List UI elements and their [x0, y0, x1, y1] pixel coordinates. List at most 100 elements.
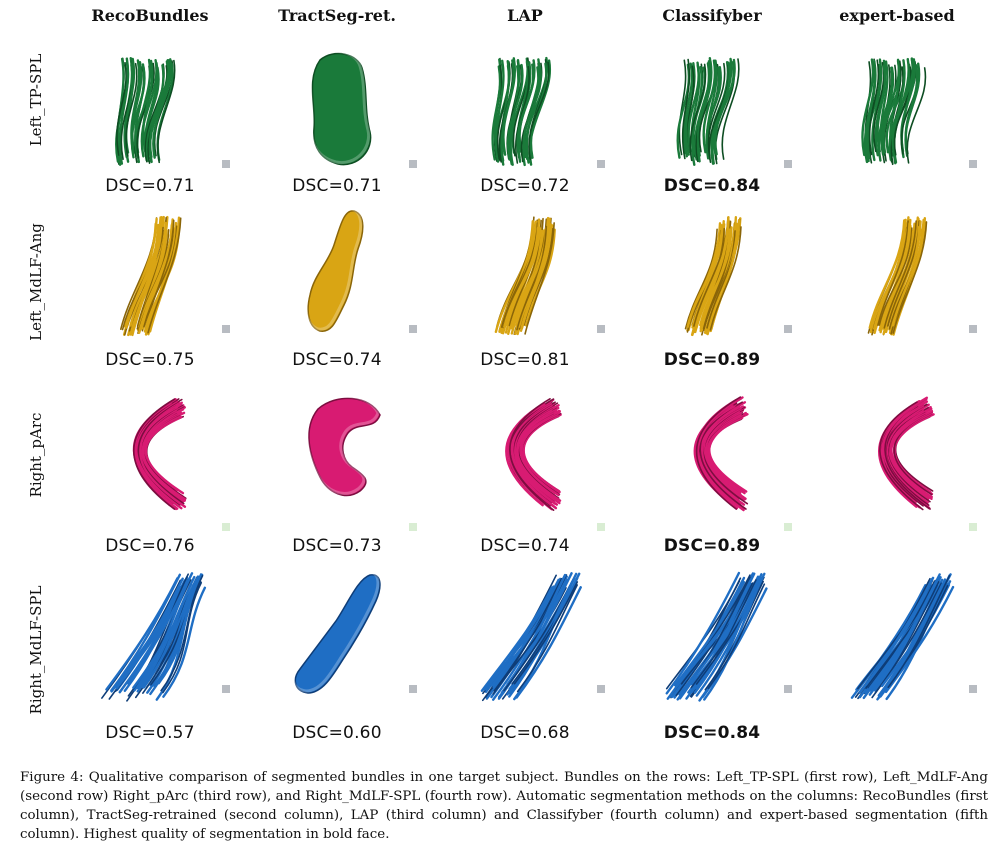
fiber-streamline — [689, 63, 707, 162]
dsc-score-r1-c4: DSC=0.84 — [663, 176, 761, 196]
fiber-streamline — [160, 574, 204, 692]
fiber-streamline — [703, 572, 766, 701]
fiber-streamline — [142, 59, 154, 153]
fiber-streamline — [714, 60, 735, 156]
fiber-streamline — [705, 65, 722, 157]
orientation-cube-icon — [969, 523, 977, 531]
fiber-streamline — [684, 228, 718, 330]
bundle-render-r1-c4 — [637, 40, 787, 190]
bundle-render-r4-c4 — [637, 565, 787, 715]
orientation-cube-icon — [969, 685, 977, 693]
row-label-3: Right_pArc — [27, 412, 45, 498]
fiber-streamline — [892, 221, 928, 334]
fiber-streamline — [674, 580, 746, 687]
fiber-streamline — [868, 219, 906, 329]
fiber-streamline — [884, 585, 955, 694]
column-header-1: RecoBundles — [91, 6, 209, 25]
fiber-streamline — [152, 58, 173, 159]
dsc-score-r1-c3: DSC=0.72 — [480, 176, 570, 196]
orientation-cube-icon — [784, 160, 792, 168]
orientation-cube-icon — [597, 685, 605, 693]
dsc-score-r4-c3: DSC=0.68 — [480, 723, 570, 743]
fiber-streamline — [162, 586, 207, 698]
orientation-cube-icon — [409, 685, 417, 693]
fiber-streamline — [683, 62, 696, 158]
bundle-render-r1-c3 — [450, 40, 600, 190]
fiber-streamline — [139, 218, 174, 329]
bundle-render-r3-c1 — [75, 385, 225, 535]
surface-mesh — [311, 52, 372, 166]
fiber-streamline — [879, 401, 924, 511]
dsc-score-r2-c4: DSC=0.89 — [663, 350, 761, 370]
dsc-score-r4-c2: DSC=0.60 — [292, 723, 382, 743]
fiber-streamline — [118, 57, 130, 165]
fiber-streamline — [878, 227, 913, 326]
bundle-render-r2-c5 — [822, 205, 972, 355]
fiber-streamline — [515, 586, 582, 699]
dsc-score-r1-c1: DSC=0.71 — [105, 176, 195, 196]
bundle-render-r3-c5 — [822, 385, 972, 535]
bundle-render-r4-c1 — [75, 565, 225, 715]
fiber-streamline — [157, 573, 203, 685]
fiber-streamline — [665, 571, 741, 695]
fiber-streamline — [522, 65, 543, 159]
fiber-streamline — [485, 578, 560, 691]
orientation-cube-icon — [222, 523, 230, 531]
fiber-streamline — [707, 583, 766, 690]
orientation-cube-icon — [784, 685, 792, 693]
fiber-streamline — [130, 65, 146, 159]
column-header-5: expert-based — [839, 6, 955, 25]
orientation-cube-icon — [222, 160, 230, 168]
fiber-streamline — [513, 581, 579, 685]
fiber-streamline — [887, 574, 951, 689]
fiber-streamline — [133, 398, 176, 510]
fiber-streamline — [116, 61, 127, 156]
column-header-3: LAP — [507, 6, 543, 25]
fiber-streamline — [125, 62, 138, 157]
orientation-cube-icon — [784, 325, 792, 333]
fiber-streamline — [142, 404, 185, 503]
figure-caption: Figure 4: Qualitative comparison of segm… — [20, 770, 988, 842]
fiber-streamline — [906, 67, 927, 164]
fiber-streamline — [678, 59, 687, 156]
fiber-streamline — [147, 217, 182, 334]
fiber-streamline — [145, 219, 175, 327]
dsc-score-r3-c2: DSC=0.73 — [292, 536, 382, 556]
fiber-streamline — [500, 587, 567, 685]
orientation-cube-icon — [969, 160, 977, 168]
bundle-render-r2-c3 — [450, 205, 600, 355]
fiber-streamline — [904, 62, 921, 157]
row-label-2: Left_MdLF-Ang — [27, 223, 45, 341]
bundle-render-r3-c4 — [637, 385, 787, 535]
dsc-score-r3-c3: DSC=0.74 — [480, 536, 570, 556]
dsc-score-r4-c4: DSC=0.84 — [663, 723, 761, 743]
fiber-streamline — [871, 58, 883, 162]
column-header-2: TractSeg-ret. — [278, 6, 396, 25]
fiber-streamline — [877, 220, 909, 326]
bundle-render-r2-c2 — [262, 205, 412, 355]
fiber-streamline — [143, 225, 178, 328]
fiber-streamline — [891, 216, 927, 327]
orientation-cube-icon — [597, 325, 605, 333]
fiber-streamline — [491, 65, 502, 161]
fiber-streamline — [873, 576, 940, 692]
fiber-streamline — [524, 222, 555, 335]
fiber-streamline — [136, 572, 194, 690]
bundle-render-r4-c5 — [822, 565, 972, 715]
fiber-streamline — [868, 59, 880, 156]
bundle-render-r1-c1 — [75, 40, 225, 190]
fiber-streamline — [703, 230, 736, 331]
surface-mesh — [294, 574, 381, 694]
orientation-cube-icon — [222, 685, 230, 693]
dsc-score-r4-c1: DSC=0.57 — [105, 723, 195, 743]
bundle-render-r1-c5 — [822, 40, 972, 190]
bundle-render-r1-c2 — [262, 40, 412, 190]
bundle-render-r4-c2 — [262, 565, 412, 715]
orientation-cube-icon — [597, 160, 605, 168]
fiber-streamline — [148, 59, 170, 163]
fiber-streamline — [696, 60, 712, 157]
fiber-streamline — [691, 220, 725, 329]
fiber-streamline — [889, 405, 932, 501]
dsc-score-r1-c2: DSC=0.71 — [292, 176, 382, 196]
fiber-streamline — [509, 398, 555, 511]
